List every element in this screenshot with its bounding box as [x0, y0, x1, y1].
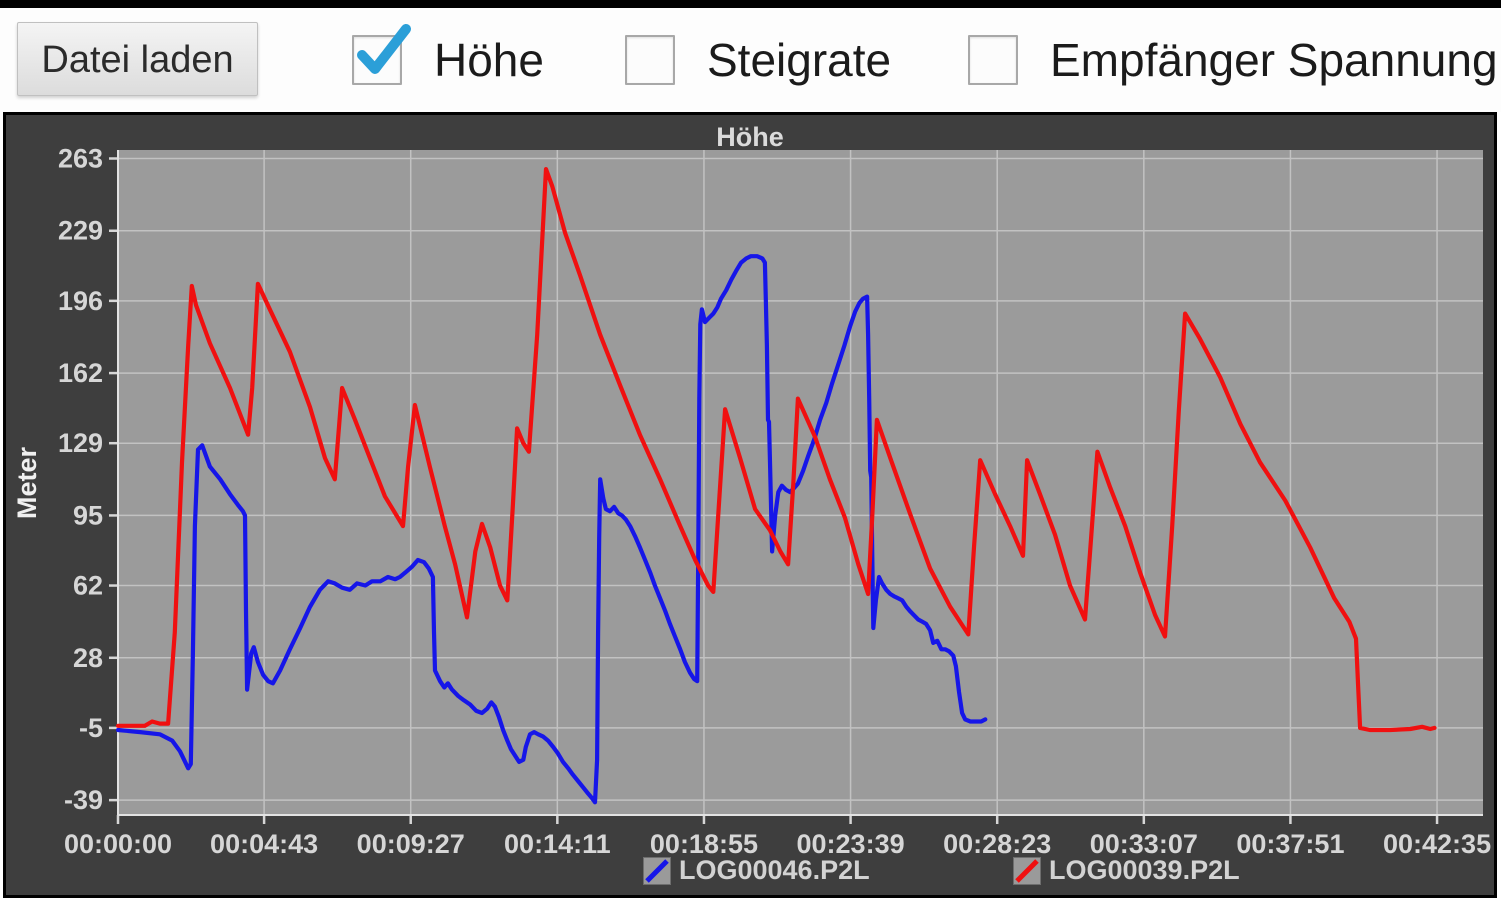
empfaenger-spannung-checkbox-label: Empfänger Spannung	[1050, 34, 1498, 86]
y-tick-label: 62	[73, 571, 103, 601]
y-tick-label: 196	[58, 286, 103, 316]
load-file-button[interactable]: Datei laden	[17, 22, 258, 96]
x-tick-label: 00:09:27	[357, 829, 465, 859]
chart-inner: Höhe Meter 263 229 196 162 129 95 62 28 -5 -39 00:…	[6, 115, 1494, 895]
legend-item-log00039: LOG00039.P2L	[1013, 855, 1240, 886]
y-tick-label: 162	[58, 358, 103, 388]
checkmark-icon	[357, 24, 411, 74]
chart-title: Höhe	[716, 122, 784, 152]
legend-item-log00046: LOG00046.P2L	[643, 855, 870, 886]
x-tick-label: 00:42:35	[1383, 829, 1491, 859]
x-tick-label: 00:23:39	[797, 829, 905, 859]
x-tick-label: 00:28:23	[943, 829, 1051, 859]
y-tick-label: 95	[73, 500, 103, 530]
hoehe-checkbox-label: Höhe	[434, 34, 544, 86]
legend-line-red-icon	[1013, 856, 1041, 885]
y-tick-label: -39	[64, 785, 103, 815]
x-tick-label: 00:18:55	[650, 829, 758, 859]
series-line-LOG00039.P2L	[115, 166, 1437, 733]
x-tick-label: 00:14:11	[504, 829, 611, 859]
steigrate-checkbox[interactable]	[625, 35, 675, 85]
series-line-LOG00046.P2L	[115, 254, 988, 805]
steigrate-checkbox-label: Steigrate	[707, 34, 892, 86]
y-tick-label: 263	[58, 143, 103, 173]
x-tick-label: 00:04:43	[210, 829, 318, 859]
legend-line-blue-icon	[643, 856, 671, 885]
y-tick-label: 28	[73, 643, 103, 673]
checkbox-group-steigrate: Steigrate	[625, 8, 891, 112]
chart-panel: Höhe Meter 263 229 196 162 129 95 62 28 -5 -39 00:…	[3, 112, 1497, 898]
y-tick-label: -5	[79, 713, 103, 743]
x-tick-label: 00:33:07	[1090, 829, 1198, 859]
x-tick-label: 00:37:51	[1236, 829, 1344, 859]
y-axis-title: Meter	[12, 447, 42, 520]
hoehe-checkbox[interactable]	[352, 24, 411, 85]
checkbox-group-empfaenger-spannung: Empfänger Spannung	[968, 8, 1498, 112]
toolbar: Datei laden Höhe Steigrate Empfänger Spa…	[0, 8, 1501, 112]
checkbox-group-hoehe: Höhe	[352, 8, 544, 112]
y-tick-label: 129	[58, 428, 103, 458]
status-bar	[0, 0, 1501, 8]
y-tick-label: 229	[58, 216, 103, 246]
x-tick-label: 00:00:00	[64, 829, 172, 859]
chart-svg[interactable]: Höhe Meter 263 229 196 162 129 95 62 28 -5 -39 00:…	[6, 115, 1494, 895]
legend-label: LOG00039.P2L	[1049, 855, 1240, 885]
empfaenger-spannung-checkbox[interactable]	[968, 35, 1018, 85]
legend-label: LOG00046.P2L	[679, 855, 870, 885]
